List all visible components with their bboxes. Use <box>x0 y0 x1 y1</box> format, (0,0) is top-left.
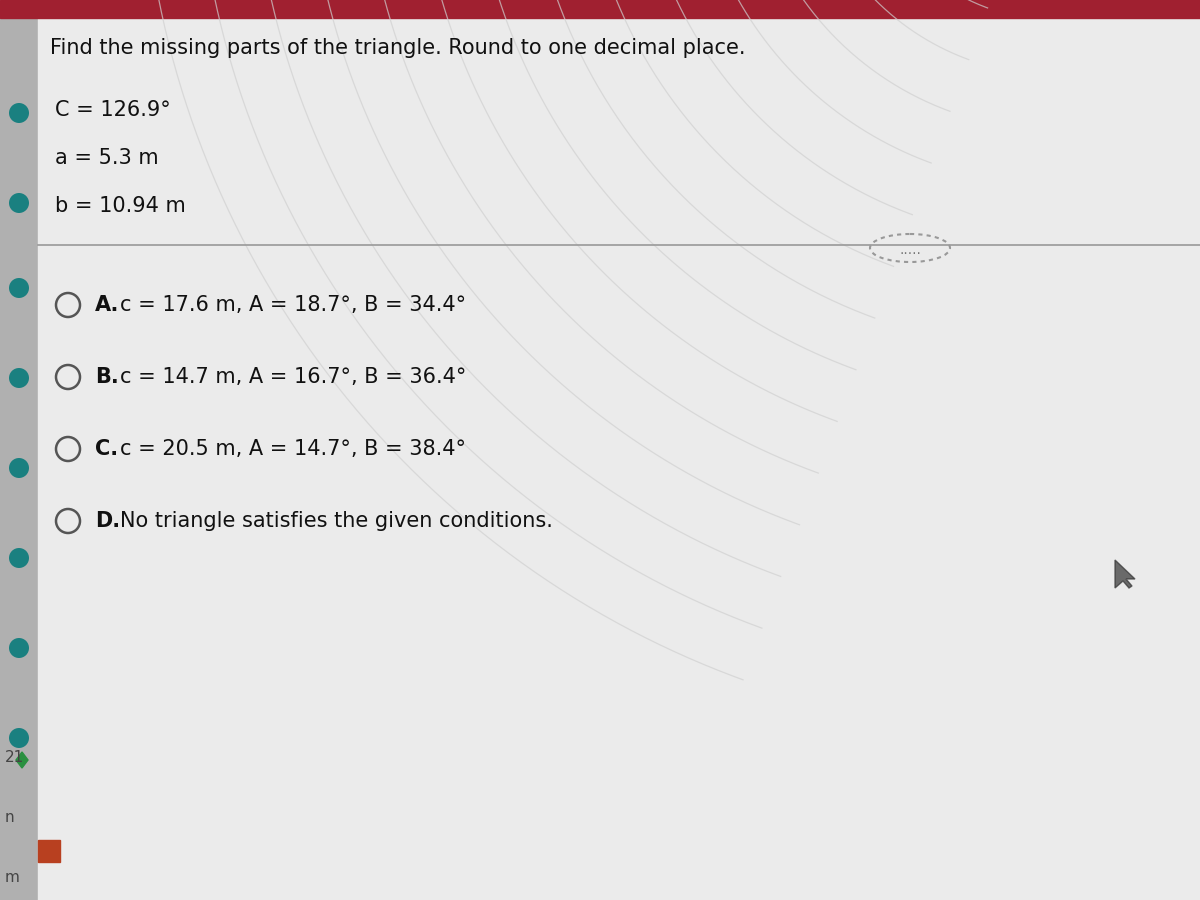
Bar <box>0 18 38 900</box>
Text: No triangle satisfies the given conditions.: No triangle satisfies the given conditio… <box>120 511 553 531</box>
Circle shape <box>10 458 29 478</box>
Text: C = 126.9°: C = 126.9° <box>55 100 170 120</box>
Text: c = 17.6 m, A = 18.7°, B = 34.4°: c = 17.6 m, A = 18.7°, B = 34.4° <box>120 295 466 315</box>
Bar <box>38 840 60 862</box>
Circle shape <box>10 728 29 748</box>
Text: Find the missing parts of the triangle. Round to one decimal place.: Find the missing parts of the triangle. … <box>50 38 745 58</box>
Text: n: n <box>5 810 14 825</box>
Text: C.: C. <box>95 439 118 459</box>
Circle shape <box>10 103 29 123</box>
Circle shape <box>10 548 29 568</box>
Text: .....: ..... <box>899 243 920 257</box>
Text: 21: 21 <box>5 750 24 765</box>
Circle shape <box>10 638 29 658</box>
Text: b = 10.94 m: b = 10.94 m <box>55 196 186 216</box>
Text: a = 5.3 m: a = 5.3 m <box>55 148 158 168</box>
Bar <box>0 0 1200 18</box>
Circle shape <box>10 368 29 388</box>
Text: m: m <box>5 870 20 885</box>
Circle shape <box>10 278 29 298</box>
Text: D.: D. <box>95 511 120 531</box>
Polygon shape <box>1115 560 1135 588</box>
Circle shape <box>10 193 29 213</box>
Text: c = 14.7 m, A = 16.7°, B = 36.4°: c = 14.7 m, A = 16.7°, B = 36.4° <box>120 367 467 387</box>
Polygon shape <box>16 752 28 768</box>
Text: A.: A. <box>95 295 119 315</box>
Text: B.: B. <box>95 367 119 387</box>
Text: c = 20.5 m, A = 14.7°, B = 38.4°: c = 20.5 m, A = 14.7°, B = 38.4° <box>120 439 466 459</box>
